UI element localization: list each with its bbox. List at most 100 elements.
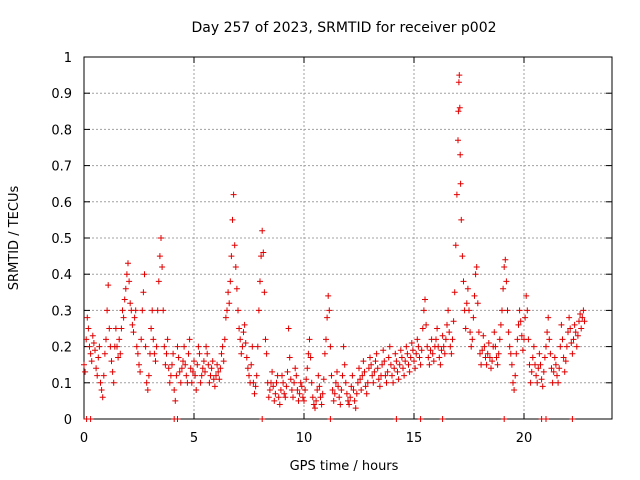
data-point xyxy=(507,350,514,357)
data-point xyxy=(120,314,127,321)
data-point xyxy=(233,285,240,292)
data-point xyxy=(114,343,120,350)
data-point xyxy=(474,300,481,307)
data-point xyxy=(159,264,166,270)
data-point xyxy=(554,372,560,379)
data-point xyxy=(473,264,480,270)
data-point xyxy=(284,368,291,375)
data-point xyxy=(535,365,542,372)
data-point xyxy=(279,372,285,379)
data-point xyxy=(479,347,486,354)
data-point xyxy=(308,379,315,386)
data-point xyxy=(403,343,410,350)
data-point xyxy=(197,379,204,386)
y-tick-label: 0.1 xyxy=(51,377,72,392)
data-point xyxy=(152,358,159,365)
data-point xyxy=(526,361,533,368)
data-point xyxy=(285,325,292,332)
data-point xyxy=(220,358,227,365)
data-point xyxy=(441,350,448,357)
data-point xyxy=(372,358,379,365)
data-point xyxy=(167,372,174,379)
data-point xyxy=(183,372,190,379)
data-point xyxy=(483,361,490,368)
data-point xyxy=(121,296,128,303)
data-point xyxy=(379,361,386,368)
data-point xyxy=(205,361,212,368)
data-point xyxy=(130,329,137,336)
data-point xyxy=(92,347,98,354)
data-point xyxy=(469,336,476,343)
data-point xyxy=(177,379,184,386)
data-point xyxy=(512,372,519,379)
data-point xyxy=(462,325,469,332)
data-point xyxy=(131,314,138,321)
data-point xyxy=(523,292,530,299)
data-point xyxy=(567,325,574,332)
data-point xyxy=(310,401,317,408)
data-point xyxy=(368,361,375,368)
x-tick-label: 0 xyxy=(80,431,88,446)
data-point xyxy=(287,376,294,383)
data-point xyxy=(237,336,244,343)
data-point xyxy=(478,361,485,368)
data-point xyxy=(304,365,311,372)
data-point xyxy=(165,365,172,372)
data-point xyxy=(383,379,390,386)
data-point xyxy=(346,401,353,408)
data-point xyxy=(437,361,444,368)
data-points xyxy=(81,72,588,422)
data-point xyxy=(527,379,534,386)
data-point xyxy=(306,336,313,343)
data-point xyxy=(430,358,437,365)
x-tick-label: 10 xyxy=(296,431,313,446)
data-point xyxy=(132,307,139,314)
data-point xyxy=(561,368,568,375)
data-point xyxy=(214,361,221,368)
data-point xyxy=(506,343,513,350)
data-point xyxy=(559,336,566,343)
data-point xyxy=(504,307,511,314)
data-point xyxy=(238,350,245,357)
data-point xyxy=(380,347,387,354)
data-point xyxy=(573,343,580,350)
data-point xyxy=(350,387,357,393)
data-point xyxy=(530,343,537,350)
data-point xyxy=(532,361,538,368)
data-point xyxy=(537,361,544,368)
data-point xyxy=(94,372,101,379)
data-point xyxy=(189,368,196,375)
data-point xyxy=(455,108,462,115)
data-point xyxy=(342,379,349,386)
data-point xyxy=(186,336,193,343)
data-point xyxy=(257,278,263,285)
data-point xyxy=(119,307,126,314)
data-point xyxy=(227,278,234,285)
data-point xyxy=(458,216,465,223)
data-point xyxy=(219,343,226,350)
data-point xyxy=(529,354,536,361)
data-point xyxy=(294,387,301,393)
data-point xyxy=(496,336,503,343)
x-tick-label: 15 xyxy=(406,431,423,446)
data-point xyxy=(149,307,156,314)
data-point xyxy=(258,253,265,260)
data-point xyxy=(386,343,393,350)
data-point xyxy=(229,216,236,223)
data-point xyxy=(158,235,164,241)
data-point xyxy=(86,343,93,350)
data-point xyxy=(455,79,462,86)
y-tick-label: 0.4 xyxy=(51,268,72,283)
data-point xyxy=(393,416,400,422)
data-point xyxy=(218,350,225,357)
data-point xyxy=(221,336,228,343)
y-tick-label: 0.3 xyxy=(51,304,72,319)
data-point xyxy=(381,358,388,365)
data-point xyxy=(164,336,171,343)
data-point xyxy=(271,397,278,404)
data-point xyxy=(336,394,343,401)
data-point xyxy=(241,321,248,328)
data-point xyxy=(571,321,578,328)
data-point xyxy=(543,343,549,350)
